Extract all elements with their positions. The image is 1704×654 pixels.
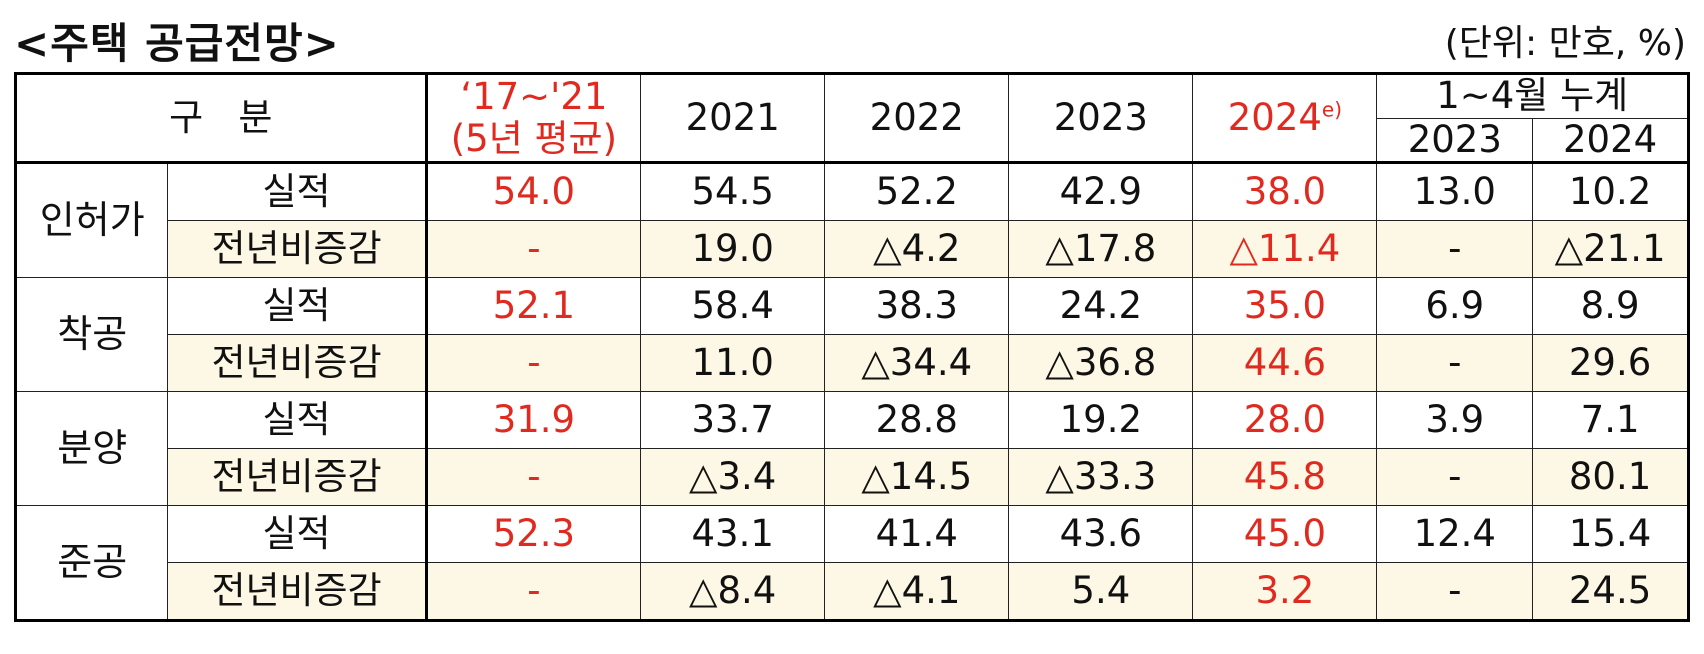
table-cell: 42.9: [1008, 161, 1194, 222]
header-2024-sup: e): [1321, 97, 1343, 122]
table-cell: 38.0: [1192, 161, 1378, 222]
row-group-label: 인허가: [14, 161, 169, 279]
table-cell: 52.2: [824, 161, 1010, 222]
header-cumulative: 1~4월 누계: [1376, 73, 1689, 119]
table-row-actual: 인허가 실적 54.0 54.5 52.2 42.9 38.0 13.0 10.2: [14, 161, 1689, 279]
row-label: 전년비증감: [167, 448, 427, 507]
unit-note: (단위: 만호, %): [1444, 23, 1686, 64]
table-cell: △14.5: [824, 448, 1010, 507]
header-5yr-average: ‘17~'21 (5년 평균): [424, 72, 642, 164]
table-cell: -: [424, 220, 642, 279]
header-cum-2023: 2023: [1376, 117, 1534, 164]
table-cell: 12.4: [1376, 505, 1534, 564]
housing-supply-table: 구 분 ‘17~'21 (5년 평균) 2021 2022 2023 2024e…: [14, 72, 1690, 623]
table-cell: △3.4: [640, 448, 826, 507]
table-cell: 24.2: [1008, 277, 1194, 336]
table-cell: △34.4: [824, 334, 1010, 393]
table-cell: 52.3: [424, 505, 642, 564]
table-cell: 11.0: [640, 334, 826, 393]
table-cell: △11.4: [1192, 220, 1378, 279]
header-2022: 2022: [824, 72, 1010, 164]
table-cell: 28.0: [1192, 391, 1378, 450]
table-cell: △4.2: [824, 220, 1010, 279]
row-group-label: 분양: [14, 391, 169, 507]
header-row-2: 2023 2024: [16, 117, 1689, 164]
table-cell: -: [1376, 562, 1534, 622]
table-cell: 5.4: [1008, 562, 1194, 622]
table-cell: -: [424, 334, 642, 393]
table-cell: 52.1: [424, 277, 642, 336]
header-2021: 2021: [640, 72, 826, 164]
table-cell: 45.8: [1192, 448, 1378, 507]
header-cum-2024: 2024: [1532, 117, 1689, 164]
row-group-label: 착공: [14, 277, 169, 393]
table-cell: 8.9: [1532, 277, 1689, 336]
table-cell: 3.9: [1376, 391, 1534, 450]
row-label: 전년비증감: [167, 220, 427, 279]
table-cell: 29.6: [1532, 334, 1689, 393]
table-cell: 80.1: [1532, 448, 1689, 507]
table-cell: 6.9: [1376, 277, 1534, 336]
header-avg-line1: ‘17~'21: [460, 74, 608, 118]
header-2023: 2023: [1008, 72, 1194, 164]
table-cell: 43.1: [640, 505, 826, 564]
row-label: 실적: [167, 277, 427, 336]
table-cell: △21.1: [1532, 220, 1689, 279]
table-cell: 35.0: [1192, 277, 1378, 336]
table-row-change: 전년비증감 - △8.4 △4.1 5.4 3.2-24.5: [16, 562, 1689, 622]
table-cell: △4.1: [824, 562, 1010, 622]
table-body: 인허가 실적 54.0 54.5 52.2 42.9 38.0 13.0 10.2 전년비증감 -1…: [14, 161, 1689, 622]
table-cell: △8.4: [640, 562, 826, 622]
table-row-change: 전년비증감 -19.0 △4.2 △17.8 △11.4- △21.1: [16, 220, 1689, 279]
table-cell: 44.6: [1192, 334, 1378, 393]
table-cell: 24.5: [1532, 562, 1689, 622]
table-row-actual: 준공 실적 52.3 43.1 41.4 43.6 45.0 12.4 15.4: [14, 505, 1689, 622]
table-row-actual: 착공 실적 52.1 58.4 38.3 24.2 35.0 6.9 8.9: [14, 277, 1689, 393]
table-cell: 10.2: [1532, 161, 1689, 222]
table-cell: 19.0: [640, 220, 826, 279]
row-label: 실적: [167, 505, 427, 564]
table-cell: 45.0: [1192, 505, 1378, 564]
table-cell: △33.3: [1008, 448, 1194, 507]
table-cell: 58.4: [640, 277, 826, 336]
row-label: 실적: [167, 161, 427, 222]
table-cell: 19.2: [1008, 391, 1194, 450]
table-cell: 13.0: [1376, 161, 1534, 222]
table-cell: 33.7: [640, 391, 826, 450]
table-cell: -: [1376, 220, 1534, 279]
row-label: 전년비증감: [167, 562, 427, 622]
table-cell: -: [424, 562, 642, 622]
table-row-change: 전년비증감 -11.0 △34.4 △36.8 44.6-29.6: [16, 334, 1689, 393]
table-cell: △17.8: [1008, 220, 1194, 279]
table-cell: 38.3: [824, 277, 1010, 336]
table-cell: 3.2: [1192, 562, 1378, 622]
table-cell: 31.9: [424, 391, 642, 450]
table-row-change: 전년비증감 - △3.4 △14.5 △33.3 45.8-80.1: [16, 448, 1689, 507]
row-label: 실적: [167, 391, 427, 450]
table-row-actual: 분양 실적 31.9 33.7 28.8 19.2 28.0 3.9 7.1: [14, 391, 1689, 507]
table-cell: 28.8: [824, 391, 1010, 450]
row-label: 전년비증감: [167, 334, 427, 393]
header-category: 구 분: [15, 72, 427, 164]
table-cell: -: [1376, 448, 1534, 507]
table-cell: 54.5: [640, 161, 826, 222]
table-cell: △36.8: [1008, 334, 1194, 393]
header-2024-text: 2024: [1227, 95, 1322, 139]
table-cell: -: [424, 448, 642, 507]
table-cell: 7.1: [1532, 391, 1689, 450]
table-title: <주택 공급전망>: [14, 19, 340, 68]
table-cell: -: [1376, 334, 1534, 393]
table-cell: 54.0: [424, 161, 642, 222]
header-avg-line2: (5년 평균): [450, 117, 618, 161]
table-cell: 41.4: [824, 505, 1010, 564]
table-cell: 15.4: [1532, 505, 1689, 564]
row-group-label: 준공: [14, 505, 169, 622]
header-2024e: 2024e): [1192, 72, 1378, 164]
header-row-1: 구 분 ‘17~'21 (5년 평균) 2021 2022 2023 2024e…: [15, 72, 1689, 164]
table-cell: 43.6: [1008, 505, 1194, 564]
